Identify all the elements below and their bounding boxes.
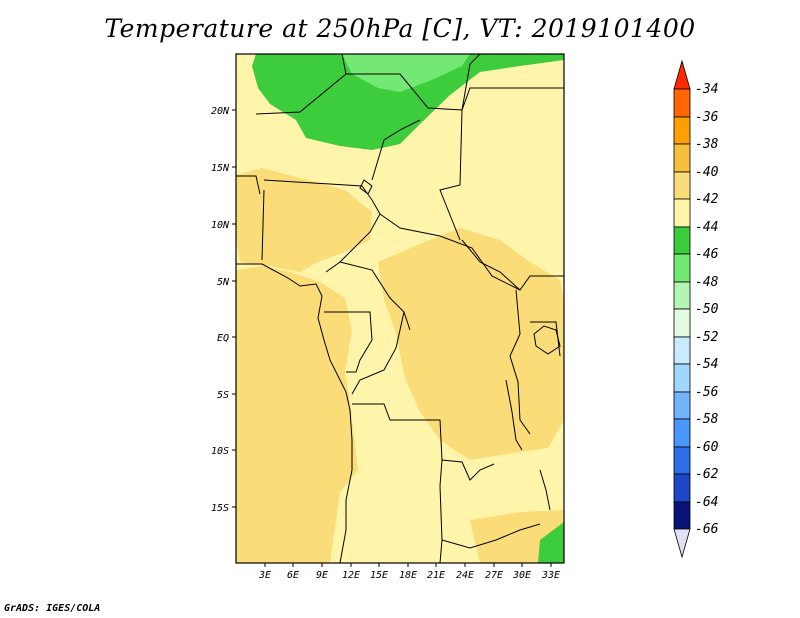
- colorbar-label: -54: [695, 357, 718, 372]
- colorbar-swatch: [673, 281, 691, 310]
- colorbar-swatch: [673, 308, 691, 338]
- colorbar-swatch: [673, 473, 691, 503]
- lon-label: 24E: [456, 570, 474, 581]
- border-zambia: [441, 523, 541, 549]
- colorbar-label: -64: [695, 495, 718, 510]
- colorbar-label: -42: [695, 192, 719, 207]
- lon-label: 33E: [541, 570, 560, 581]
- border-angola-east: [439, 459, 443, 541]
- field-north-44: [252, 54, 564, 150]
- lat-label: 5S: [217, 390, 229, 401]
- colorbar-swatch: [673, 143, 691, 173]
- border-east-1: [509, 289, 531, 435]
- border-libya: [461, 54, 481, 111]
- lat-label: 20N: [211, 106, 230, 117]
- field-nigeria-40: [236, 168, 372, 272]
- lon-label: 3E: [258, 570, 271, 581]
- colorbar-swatch: [673, 501, 691, 530]
- colorbar-swatch: [673, 446, 691, 475]
- field-north-46: [342, 54, 470, 92]
- colorbar-swatch: [673, 391, 691, 420]
- field-west-coast-40: [236, 266, 358, 563]
- latitude-axis: 20N 15N 10N 5N EQ 5S 10S 15S: [211, 106, 236, 514]
- colorbar-swatch: [673, 253, 691, 283]
- footer-credit: GrADS: IGES/COLA: [4, 603, 101, 614]
- lat-label: 10S: [211, 446, 229, 457]
- colorbar-swatch: [673, 418, 691, 448]
- colorbar-label: -40: [695, 165, 719, 180]
- lon-label: 15E: [370, 570, 388, 581]
- border-sudan: [461, 239, 564, 291]
- colorbar-label: -52: [695, 330, 719, 345]
- colorbar-top-arrow: [673, 59, 691, 90]
- colorbar-label: -46: [695, 247, 719, 262]
- longitude-axis: 3E 6E 9E 12E 15E 18E 21E 24E 27E 30E 33E: [258, 563, 560, 581]
- lat-label: 15S: [211, 503, 229, 514]
- map-title: Temperature at 250hPa [C], VT: 201910140…: [104, 14, 696, 43]
- border-congo: [351, 311, 405, 395]
- colorbar-swatch: [673, 198, 691, 228]
- colorbar-label: -60: [695, 440, 719, 455]
- colorbar-label: -34: [695, 82, 718, 97]
- colorbar-label: -38: [695, 137, 719, 152]
- colorbar-label: -62: [695, 467, 719, 482]
- colorbar-label: -58: [695, 412, 719, 427]
- colorbar-swatch: [673, 116, 691, 145]
- border-south-1: [439, 539, 443, 563]
- lat-label: 5N: [217, 277, 230, 288]
- colorbar-label: -66: [695, 522, 719, 537]
- lon-label: 18E: [399, 570, 417, 581]
- border-north-3: [461, 87, 564, 111]
- lon-label: 30E: [512, 570, 531, 581]
- colorbar-label: -48: [695, 275, 719, 290]
- border-east-2: [530, 321, 561, 357]
- colorbar-label: -50: [695, 302, 719, 317]
- colorbar-swatch: [673, 363, 691, 393]
- lake-tanganyika: [505, 379, 523, 451]
- lon-label: 6E: [287, 570, 299, 581]
- border-ghana: [236, 175, 261, 195]
- lon-label: 21E: [427, 570, 445, 581]
- border-north-2: [346, 73, 463, 241]
- colorbar-bottom-arrow: [673, 528, 691, 559]
- lat-label: 15N: [211, 163, 230, 174]
- lon-label: 12E: [342, 570, 360, 581]
- colorbar-swatch: [673, 171, 691, 200]
- colorbar-swatch: [673, 88, 691, 118]
- colorbar-label: -44: [695, 220, 718, 235]
- border-benin: [261, 189, 265, 261]
- lon-label: 9E: [316, 570, 328, 581]
- lake-chad: [359, 179, 373, 195]
- border-north-1: [255, 54, 347, 115]
- country-borders: [236, 54, 564, 563]
- coastline-west: [236, 263, 353, 563]
- lat-label: 10N: [211, 220, 230, 231]
- field-southeast-44: [538, 522, 564, 563]
- colorbar-label: -56: [695, 385, 719, 400]
- border-gabon: [324, 311, 373, 373]
- field-congo-40: [378, 228, 564, 460]
- lake-victoria: [533, 325, 561, 355]
- border-chad-niger: [371, 119, 421, 181]
- lat-label: EQ: [217, 333, 229, 344]
- colorbar: -34 -36 -38 -40 -42 -44 -46 -48 -50 -52 …: [673, 59, 719, 559]
- border-car: [379, 213, 521, 291]
- border-nigeria: [263, 179, 381, 273]
- map-frame: [235, 53, 565, 564]
- border-cameroon: [339, 261, 411, 331]
- colorbar-label: -36: [695, 110, 719, 125]
- lon-label: 27E: [485, 570, 503, 581]
- lake-malawi: [539, 469, 551, 511]
- colorbar-swatch: [673, 336, 691, 365]
- colorbar-swatch: [673, 226, 691, 255]
